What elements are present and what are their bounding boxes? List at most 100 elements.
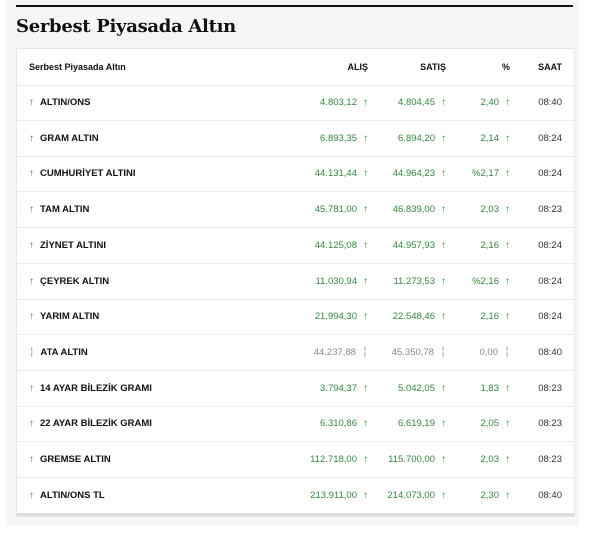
arrow-up-icon: ↑ [363, 418, 368, 430]
row-name-cell: ↑ 14 AYAR BİLEZİK GRAMI [29, 371, 229, 406]
row-percent: %2,17 [472, 168, 499, 180]
table-row[interactable]: ↑ 22 AYAR BİLEZİK GRAMI 6.310,86 ↑ 6.619,19 ↑… [17, 406, 574, 443]
table-row[interactable]: ↑ ALTIN/ONS 4.803,12 ↑ 4.804,45 ↑ 2,40 ↑ 08:40 [17, 85, 574, 121]
row-name: ATA ALTIN [40, 346, 88, 358]
arrow-up-icon: ↑ [29, 168, 34, 180]
row-alis: 3.794,37 [320, 382, 357, 394]
row-name: YARIM ALTIN [40, 311, 100, 323]
row-alis: 45.781,00 [314, 204, 357, 216]
table-row[interactable]: ╎ ATA ALTIN 44.237,88 ╎ 45.350,78 ╎ 0,00 ╎ 08:40 [17, 335, 574, 371]
gold-price-table: Serbest Piyasada Altın ALIŞ SATIŞ % SAAT… [16, 48, 575, 517]
row-alis-cell: 6.310,86 ↑ [258, 406, 368, 441]
arrow-up-icon: ↑ [441, 418, 446, 430]
row-percent: 2,16 [480, 311, 500, 323]
row-percent: %2,16 [472, 275, 499, 287]
row-percent-cell: 2,03 ↑ [450, 442, 511, 477]
row-saat: 08:24 [538, 311, 562, 323]
row-saat: 08:40 [538, 489, 562, 501]
row-satis-cell: 44.964,23 ↑ [336, 156, 446, 191]
arrow-up-icon: ↑ [441, 275, 446, 287]
row-satis: 6.894,20 [398, 132, 435, 144]
row-alis: 11.030,94 [315, 275, 357, 287]
row-alis: 6.310,86 [320, 418, 357, 430]
row-saat: 08:40 [538, 97, 562, 108]
arrow-up-icon: ↑ [505, 239, 510, 251]
row-satis-cell: 11.273,53 ↑ [336, 264, 446, 299]
row-percent-cell: 2,30 ↑ [450, 478, 511, 513]
row-alis-cell: 112.718,00 ↑ [258, 442, 368, 477]
row-percent: 2,03 [480, 204, 500, 216]
row-percent-cell: 0,00 ╎ [450, 335, 510, 370]
row-name-cell: ↑ ZİYNET ALTINI [29, 228, 229, 263]
row-percent: 1,83 [480, 382, 500, 394]
row-satis: 4.804,45 [398, 97, 435, 108]
table-row[interactable]: ↑ ZİYNET ALTINI 44.125,08 ↑ 44.957,93 ↑ 2,16 ↑ 0… [17, 228, 574, 264]
row-satis-cell: 22.548,46 ↑ [336, 299, 446, 334]
table-row[interactable]: ↑ GREMSE ALTIN 112.718,00 ↑ 115.700,00 ↑ 2,03 ↑… [17, 442, 574, 478]
row-satis-cell: 5.042,05 ↑ [336, 371, 446, 406]
row-alis: 213.911,00 [310, 489, 357, 501]
row-name: ALTIN/ONS TL [40, 489, 105, 501]
row-name: 22 AYAR BİLEZİK GRAMI [40, 418, 152, 430]
arrow-up-icon: ↑ [441, 311, 446, 323]
row-percent-cell: 1,83 ↑ [450, 371, 511, 406]
row-saat: 08:24 [538, 132, 562, 144]
arrow-up-icon: ↑ [505, 97, 510, 108]
row-satis-cell: 214.073,00 ↑ [336, 478, 446, 513]
row-name: CUMHURİYET ALTINI [40, 168, 136, 180]
row-satis-cell: 6.894,20 ↑ [336, 121, 446, 156]
arrow-up-icon: ↑ [363, 454, 368, 465]
row-satis-cell: 4.804,45 ↑ [336, 85, 446, 120]
table-row[interactable]: ↑ YARIM ALTIN 21.994,30 ↑ 22.548,46 ↑ 2,16 ↑ 08:… [17, 299, 574, 336]
row-saat: 08:24 [538, 275, 562, 287]
row-satis: 5.042,05 [398, 382, 435, 394]
arrow-up-icon: ↑ [505, 382, 510, 394]
header-satis: SATIŞ [420, 62, 446, 72]
row-satis: 46.839,00 [392, 204, 435, 216]
arrow-up-icon: ↑ [441, 454, 446, 465]
table-bottom-bar [17, 513, 574, 516]
row-alis: 21.994,30 [314, 311, 357, 323]
arrow-up-icon: ↑ [29, 239, 34, 251]
arrow-up-icon: ↑ [29, 275, 34, 287]
row-satis-cell: 44.957,93 ↑ [336, 228, 446, 263]
row-percent-cell: 2,16 ↑ [450, 228, 511, 263]
row-alis-cell: 3.794,37 ↑ [258, 371, 368, 406]
table-row[interactable]: ↑ ÇEYREK ALTIN 11.030,94 ↑ 11.273,53 ↑ %2,16 ↑ 0… [17, 264, 574, 300]
top-divider [16, 5, 573, 7]
row-satis-cell: 46.839,00 ↑ [336, 192, 446, 227]
row-satis-cell: 45.350,78 ╎ [336, 335, 446, 370]
gold-prices-widget: Serbest Piyasada Altın Serbest Piyasada … [6, 0, 579, 526]
arrow-up-icon: ↑ [363, 489, 368, 501]
arrow-up-icon: ↑ [505, 132, 510, 144]
neutral-dash-icon: ╎ [503, 346, 510, 358]
row-saat: 08:40 [538, 346, 562, 358]
neutral-dash-icon: ╎ [29, 346, 35, 357]
table-row[interactable]: ↑ TAM ALTIN 45.781,00 ↑ 46.839,00 ↑ 2,03 ↑ 08:23 [17, 192, 574, 229]
arrow-up-icon: ↑ [29, 418, 34, 430]
page-title: Serbest Piyasada Altın [16, 16, 236, 37]
arrow-up-icon: ↑ [29, 311, 34, 323]
arrow-up-icon: ↑ [363, 311, 368, 323]
table-header: Serbest Piyasada Altın ALIŞ SATIŞ % SAAT [17, 49, 574, 86]
table-row[interactable]: ↑ ALTIN/ONS TL 213.911,00 ↑ 214.073,00 ↑ 2,30 ↑… [17, 478, 574, 514]
row-percent-cell: 2,40 ↑ [450, 85, 511, 120]
arrow-up-icon: ↑ [505, 168, 510, 180]
arrow-up-icon: ↑ [441, 132, 446, 144]
row-name: ÇEYREK ALTIN [40, 275, 110, 287]
header-alis: ALIŞ [347, 62, 368, 72]
row-name: ALTIN/ONS [40, 97, 91, 108]
row-percent-cell: 2,05 ↑ [450, 406, 511, 441]
arrow-up-icon: ↑ [363, 132, 368, 144]
arrow-up-icon: ↑ [505, 275, 510, 287]
row-percent: 2,05 [480, 418, 500, 430]
row-satis: 44.957,93 [392, 239, 435, 251]
row-saat: 08:23 [538, 454, 562, 465]
row-alis-cell: 213.911,00 ↑ [258, 478, 368, 513]
row-satis: 6.619,19 [398, 418, 435, 430]
row-alis-cell: 44.125,08 ↑ [258, 228, 368, 263]
table-row[interactable]: ↑ CUMHURİYET ALTINI 44.131,44 ↑ 44.964,23 ↑ %2… [17, 156, 574, 193]
arrow-up-icon: ↑ [363, 239, 368, 251]
table-row[interactable]: ↑ GRAM ALTIN 6.893,35 ↑ 6.894,20 ↑ 2,14 ↑ 08:24 [17, 121, 574, 157]
table-row[interactable]: ↑ 14 AYAR BİLEZİK GRAMI 3.794,37 ↑ 5.042,05 ↑… [17, 371, 574, 407]
